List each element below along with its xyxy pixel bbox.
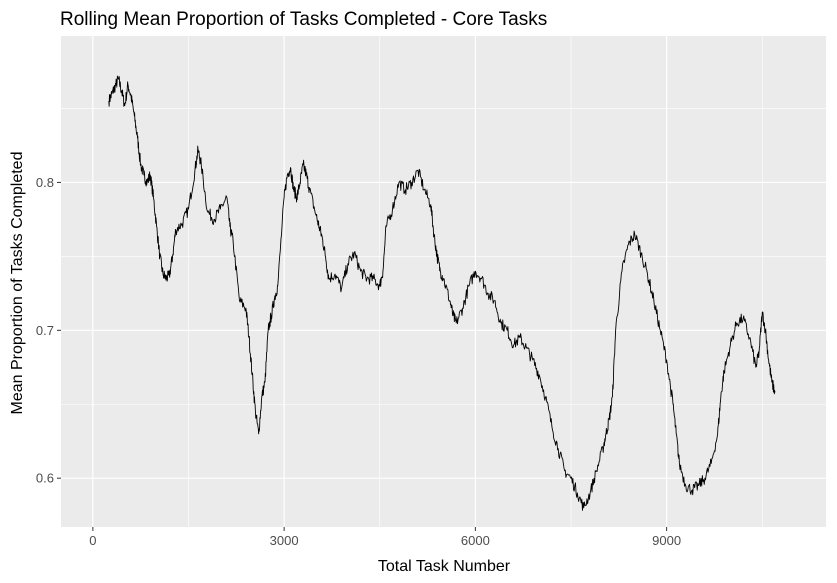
x-tick-label: 6000 <box>461 533 490 548</box>
series-layer <box>108 75 776 511</box>
x-tick-label: 0 <box>89 533 96 548</box>
y-tick-label: 0.6 <box>36 471 54 486</box>
minor-gridlines <box>61 36 826 527</box>
series-line <box>108 75 776 511</box>
y-tick-label: 0.8 <box>36 175 54 190</box>
major-gridlines <box>61 36 826 527</box>
y-axis-label: Mean Proportion of Tasks Completed <box>9 152 26 415</box>
x-tick-label: 3000 <box>270 533 299 548</box>
plot-panel <box>61 36 826 527</box>
y-tick-label: 0.7 <box>36 323 54 338</box>
x-axis-ticks: 0 3000 6000 9000 <box>89 527 681 548</box>
x-tick-label: 9000 <box>652 533 681 548</box>
chart-title: Rolling Mean Proportion of Tasks Complet… <box>60 9 547 30</box>
x-axis-label: Total Task Number <box>378 558 511 575</box>
y-axis-ticks: 0.6 0.7 0.8 <box>36 175 61 486</box>
